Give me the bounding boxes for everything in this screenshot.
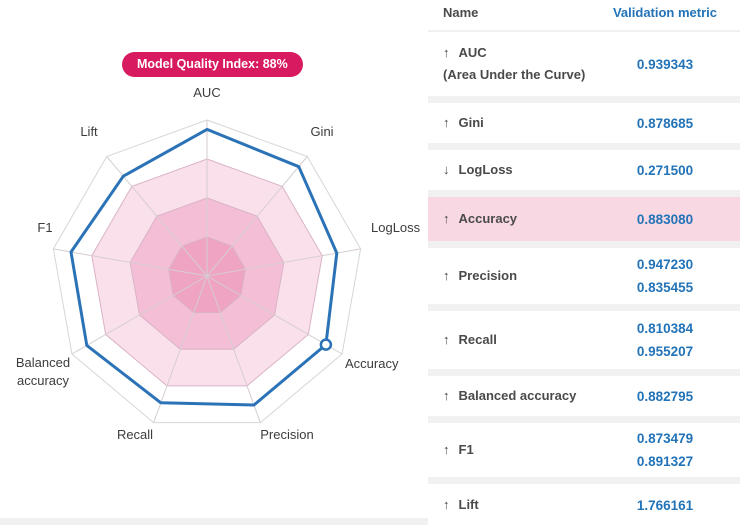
metric-name: Accuracy [458,211,518,226]
table-row[interactable]: ↑ Lift 1.766161 [428,484,740,525]
metric-value-cell: 0.878685 [600,112,730,135]
up-arrow-icon: ↑ [443,332,450,347]
up-arrow-icon: ↑ [443,45,450,60]
metric-name: Balanced accuracy [458,388,577,403]
radar-grid-spoke [53,248,208,277]
metric-name: Gini [458,115,484,130]
down-arrow-icon: ↓ [443,162,450,177]
metric-value: 0.835455 [636,280,694,295]
table-row[interactable]: ↑ Recall 0.810384 0.955207 [428,311,740,369]
radar-grid-spoke [71,275,208,355]
metric-name: Recall [458,332,497,347]
cut-off-row-strip [0,518,428,525]
up-arrow-icon: ↑ [443,442,450,457]
metric-value-cell: 0.939343 [600,53,730,76]
metric-name: AUC [458,45,487,60]
metric-value-cell: 0.810384 0.955207 [600,317,730,363]
metric-value: 0.939343 [636,56,694,72]
metric-value: 0.883080 [636,211,694,227]
radar-series-line [69,127,339,407]
radar-axis-label: Balanced accuracy [16,355,70,388]
radar-grid-spoke [206,275,261,423]
up-arrow-icon: ↑ [443,115,450,130]
radar-axis-label: Lift [80,124,98,139]
metric-value: 0.271500 [636,162,694,178]
metric-value-cell: 0.271500 [600,159,730,182]
radar-axis-label: LogLoss [371,220,421,235]
radar-grid-spoke [206,275,343,355]
radar-axis-label: AUC [193,85,220,100]
metric-value: 0.810384 [636,321,694,336]
radar-grid-spoke [206,156,308,277]
metric-name-cell: ↑ Gini [443,112,484,134]
table-row[interactable]: ↓ LogLoss 0.271500 [428,150,740,190]
table-header: Name Validation metric [428,0,740,30]
radar-grid-spoke [153,275,208,423]
table-row[interactable]: ↑ Precision 0.947230 0.835455 [428,248,740,304]
metric-name-cell: ↑ Balanced accuracy [443,385,576,407]
metric-name-cell: ↑ Lift [443,494,479,516]
table-row[interactable]: ↑ AUC (Area Under the Curve) 0.939343 [428,32,740,96]
metric-name-cell: ↑ F1 [443,439,474,461]
up-arrow-icon: ↑ [443,211,450,226]
metric-name-cell: ↑ AUC (Area Under the Curve) [443,42,585,86]
table-row[interactable]: ↑ Gini 0.878685 [428,103,740,143]
radar-axis-label: Accuracy [345,356,399,371]
metric-subtitle: (Area Under the Curve) [443,67,586,82]
metric-value: 0.873479 [636,431,694,446]
metric-value-cell: 0.947230 0.835455 [600,253,730,299]
metric-name: LogLoss [458,162,513,177]
table-body: ↑ AUC (Area Under the Curve) 0.939343 ↑ Gini 0… [428,32,740,525]
metric-name: Lift [458,497,479,512]
radar-chart: AUC Gini LogLoss Accuracy Precision Recall Bal… [16,85,421,442]
radar-grid-spoke [206,248,361,277]
metric-name-cell: ↑ Accuracy [443,208,517,230]
up-arrow-icon: ↑ [443,497,450,512]
validation-metric-column-header[interactable]: Validation metric [612,5,718,20]
metric-value-cell: 0.882795 [600,385,730,408]
metric-value: 0.882795 [636,388,694,404]
up-arrow-icon: ↑ [443,388,450,403]
radar-panel: AUC Gini LogLoss Accuracy Precision Recall Bal… [0,52,428,525]
metric-value: 0.955207 [636,344,694,359]
radar-axis-label: Precision [260,427,313,442]
metric-value-cell: 0.883080 [600,208,730,231]
radar-axis-label: Recall [117,427,153,442]
name-column-header: Name [443,5,479,20]
metric-value: 0.878685 [636,115,694,131]
metric-name-cell: ↑ Recall [443,329,497,351]
metric-value-cell: 1.766161 [600,494,730,517]
table-row[interactable]: ↑ F1 0.873479 0.891327 [428,423,740,477]
metric-name-cell: ↑ Precision [443,265,517,287]
metric-name: Precision [458,268,518,283]
metrics-table: Name Validation metric ↑ AUC (Area Under t… [428,0,740,525]
metric-name: F1 [458,442,474,457]
metric-value-cell: 0.873479 0.891327 [600,427,730,473]
table-row[interactable]: ↑ Accuracy 0.883080 [428,197,740,241]
model-quality-badge: Model Quality Index: 88% [122,52,303,77]
radar-axis-label: F1 [37,220,52,235]
radar-axis-label: Gini [310,124,333,139]
metric-value: 0.891327 [636,454,694,469]
metric-name-cell: ↓ LogLoss [443,159,513,181]
radar-point-marker [319,338,333,351]
up-arrow-icon: ↑ [443,268,450,283]
metric-value: 1.766161 [636,497,694,513]
table-row[interactable]: ↑ Balanced accuracy 0.882795 [428,376,740,416]
metric-value: 0.947230 [636,257,694,272]
